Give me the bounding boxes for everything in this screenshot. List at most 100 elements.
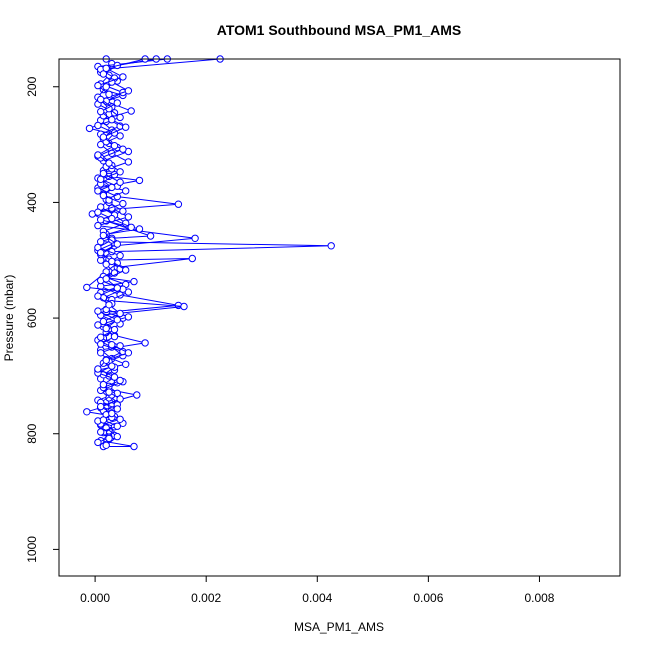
data-point bbox=[102, 64, 110, 73]
data-point bbox=[108, 116, 116, 124]
data-point bbox=[327, 242, 335, 250]
data-point bbox=[113, 405, 122, 413]
data-point bbox=[94, 221, 102, 230]
data-point bbox=[113, 432, 122, 441]
data-point bbox=[113, 240, 122, 248]
data-point bbox=[141, 339, 149, 347]
data-point bbox=[102, 356, 110, 364]
data-point bbox=[105, 388, 113, 396]
data-point bbox=[122, 266, 130, 274]
data-point bbox=[116, 251, 124, 260]
data-point bbox=[113, 422, 122, 430]
data-point bbox=[130, 277, 138, 286]
y-tick-label: 1000 bbox=[25, 536, 39, 563]
data-point bbox=[97, 238, 105, 246]
data-point bbox=[113, 316, 122, 324]
data-point bbox=[116, 395, 124, 403]
x-tick-label: 0.004 bbox=[302, 591, 332, 605]
data-point bbox=[135, 225, 144, 233]
data-point bbox=[97, 107, 105, 116]
data-point bbox=[99, 70, 108, 78]
data-point bbox=[102, 324, 110, 333]
x-tick-label: 0.002 bbox=[191, 591, 221, 605]
data-point bbox=[108, 362, 116, 370]
data-point bbox=[105, 434, 113, 443]
data-point bbox=[174, 200, 183, 208]
data-point bbox=[105, 90, 113, 99]
data-point bbox=[102, 441, 110, 449]
data-point bbox=[124, 158, 133, 166]
data-point bbox=[133, 391, 141, 399]
data-point bbox=[110, 373, 119, 381]
data-point bbox=[102, 275, 110, 283]
data-point bbox=[108, 183, 116, 192]
y-tick-label: 400 bbox=[25, 192, 39, 212]
data-point bbox=[180, 302, 188, 311]
data-point bbox=[97, 140, 105, 149]
data-point bbox=[108, 409, 116, 418]
x-tick-label: 0.008 bbox=[524, 591, 554, 605]
y-tick-label: 600 bbox=[25, 308, 39, 328]
y-tick-label: 200 bbox=[25, 76, 39, 96]
data-point bbox=[99, 133, 108, 141]
data-point bbox=[116, 113, 124, 122]
data-point bbox=[99, 191, 108, 200]
data-point bbox=[97, 175, 105, 184]
data-point bbox=[97, 95, 105, 104]
plot-frame bbox=[58, 58, 621, 577]
data-point bbox=[97, 216, 105, 224]
data-point bbox=[119, 145, 127, 153]
data-point bbox=[124, 349, 133, 357]
data-point bbox=[108, 257, 116, 266]
data-point bbox=[83, 283, 91, 292]
data-point bbox=[85, 124, 94, 133]
data-point bbox=[94, 151, 102, 159]
data-point bbox=[105, 159, 113, 167]
data-point bbox=[113, 284, 122, 292]
x-axis: 0.000 0.002 0.004 0.006 0.008 bbox=[80, 576, 555, 605]
data-point bbox=[122, 123, 130, 131]
data-point bbox=[127, 107, 135, 115]
data-point bbox=[102, 260, 110, 268]
data-point bbox=[99, 416, 108, 424]
data-point bbox=[119, 73, 127, 81]
y-axis-label: Pressure (mbar) bbox=[2, 275, 16, 362]
data-point bbox=[108, 214, 116, 223]
data-point bbox=[124, 87, 133, 95]
data-point bbox=[97, 340, 105, 348]
data-point bbox=[119, 199, 127, 208]
data-point bbox=[99, 169, 108, 178]
data-point bbox=[124, 313, 133, 321]
data-point bbox=[116, 376, 124, 385]
data-point bbox=[97, 333, 105, 341]
x-tick-label: 0.000 bbox=[80, 591, 110, 605]
data-point bbox=[119, 207, 127, 215]
data-point bbox=[110, 142, 119, 150]
data-point bbox=[94, 292, 102, 300]
data-point bbox=[94, 208, 102, 216]
data-point bbox=[110, 325, 119, 334]
data-point bbox=[146, 232, 155, 240]
data-point bbox=[108, 341, 116, 349]
data-point bbox=[94, 187, 102, 195]
y-tick-label: 800 bbox=[25, 423, 39, 443]
data-point bbox=[97, 249, 105, 257]
data-point bbox=[94, 321, 102, 329]
data-point bbox=[94, 121, 102, 130]
data-point bbox=[116, 309, 124, 318]
data-point bbox=[83, 408, 91, 416]
data-point bbox=[94, 307, 102, 315]
data-point bbox=[97, 402, 105, 411]
data-point bbox=[135, 176, 144, 185]
data-point bbox=[110, 332, 119, 341]
data-point bbox=[116, 178, 124, 186]
data-point bbox=[191, 234, 199, 243]
data-point bbox=[188, 254, 197, 263]
data-point bbox=[127, 223, 135, 232]
data-point bbox=[99, 380, 108, 389]
data-point bbox=[94, 365, 102, 373]
data-point bbox=[99, 317, 108, 326]
data-point bbox=[97, 428, 105, 436]
data-point bbox=[116, 168, 124, 176]
